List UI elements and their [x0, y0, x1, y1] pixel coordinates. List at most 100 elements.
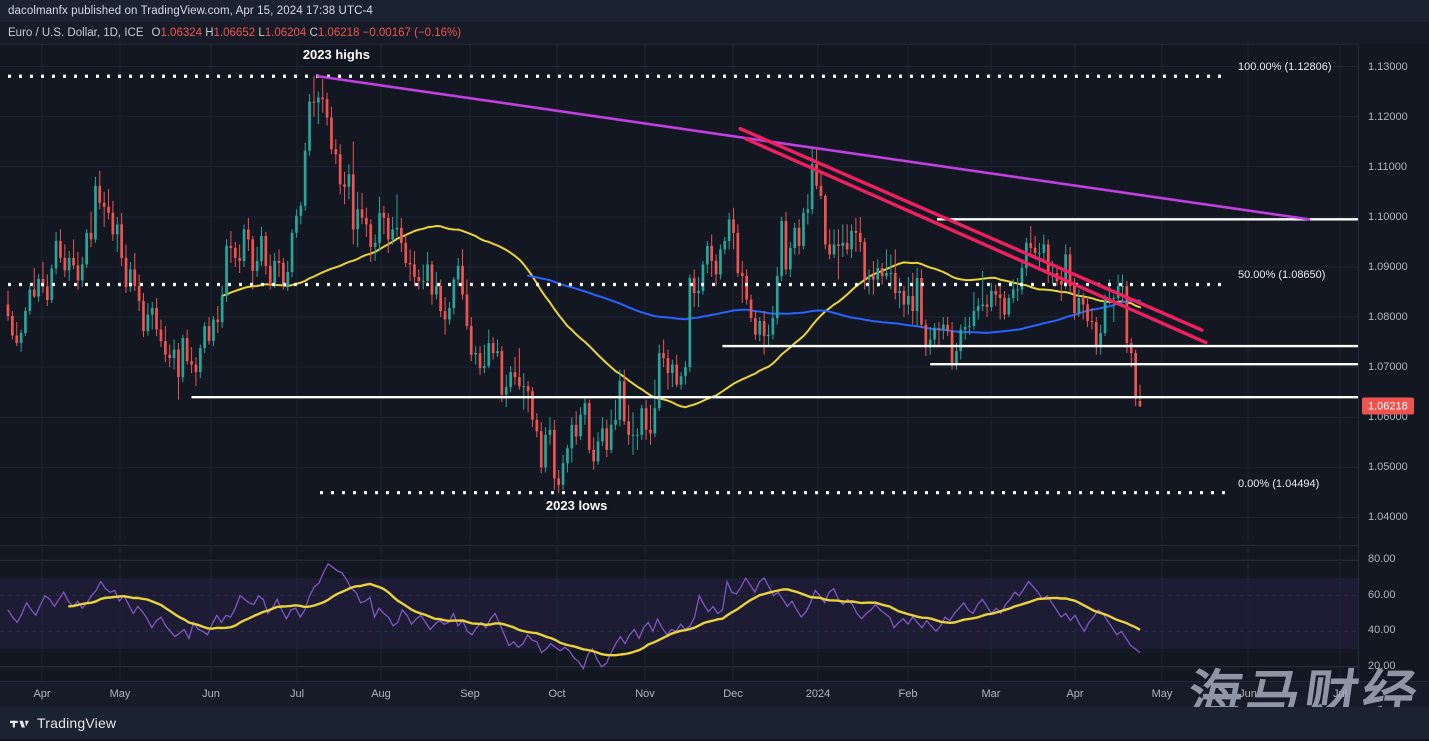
- candle-body: [745, 276, 748, 300]
- candle-body: [435, 286, 438, 295]
- annotation-2023-highs: 2023 highs: [302, 47, 371, 63]
- candle-body: [684, 367, 687, 377]
- candle-body: [933, 328, 936, 340]
- footer-bar: TradingView: [0, 707, 1429, 739]
- candle-body: [828, 244, 831, 255]
- candle-body: [1112, 298, 1116, 299]
- price-tick: 1.07000: [1368, 361, 1408, 374]
- low-label: L: [258, 27, 265, 39]
- time-tick: Jun: [202, 688, 220, 700]
- candle-body: [880, 268, 884, 276]
- candle-body: [889, 273, 893, 274]
- candle-body: [570, 424, 574, 449]
- candle-body: [990, 291, 993, 307]
- candle-body: [1029, 242, 1033, 248]
- price-tick: 1.08000: [1368, 311, 1408, 324]
- time-axis[interactable]: Apr May Jun Jul Aug Sep Oct Nov Dec 2024 Feb Mar Apr…: [0, 681, 1429, 708]
- candle-body: [854, 230, 858, 233]
- candle-body: [679, 376, 683, 385]
- candle-body: [531, 391, 534, 420]
- candle-body: [491, 343, 495, 354]
- candle-body: [452, 279, 456, 309]
- rsi-pane[interactable]: [0, 545, 1358, 681]
- time-tick: May: [1151, 688, 1173, 700]
- candle-body: [334, 149, 338, 155]
- candle-body: [474, 353, 477, 355]
- candle-body: [268, 265, 272, 285]
- candle-body: [225, 245, 228, 296]
- candle-body: [937, 328, 941, 330]
- candle-body: [697, 291, 700, 293]
- candle-body: [308, 101, 311, 151]
- rsi-line: [7, 562, 1141, 671]
- candle-body: [426, 264, 429, 281]
- candle-body: [67, 257, 71, 271]
- candle-body: [592, 449, 595, 462]
- candle-body: [6, 304, 10, 316]
- candle-body: [181, 338, 185, 378]
- price-chart-pane[interactable]: [0, 44, 1358, 540]
- open-label: O: [151, 27, 161, 39]
- candle-body: [1138, 401, 1142, 407]
- candle-body: [780, 220, 783, 276]
- candle-body: [806, 209, 810, 213]
- candle-body: [1129, 343, 1133, 354]
- candle-body: [601, 428, 604, 442]
- candle-body: [561, 463, 565, 485]
- candle-body: [535, 419, 539, 432]
- candle-body: [544, 434, 547, 468]
- candle-body: [247, 229, 250, 240]
- candle-body: [483, 366, 486, 369]
- candle-body: [212, 319, 215, 342]
- candle-body: [242, 229, 246, 261]
- candle-body: [671, 364, 674, 374]
- candle-body: [373, 242, 377, 247]
- time-tick: Dec: [723, 688, 743, 700]
- candle-body: [819, 185, 823, 196]
- candle-body: [920, 278, 923, 325]
- candle-body: [15, 335, 19, 344]
- candle-body: [54, 240, 58, 269]
- candle-body: [260, 235, 263, 261]
- tradingview-logo[interactable]: TradingView: [0, 715, 116, 731]
- candle-body: [63, 257, 67, 271]
- candle-body: [1046, 244, 1050, 273]
- candle-body: [199, 348, 202, 373]
- candle-body: [754, 318, 757, 335]
- candle-body: [749, 299, 753, 318]
- candle-body: [11, 316, 14, 336]
- price-tick: 1.04000: [1368, 511, 1408, 524]
- candle-body: [98, 185, 102, 203]
- open-value: 1.06324: [160, 27, 203, 39]
- symbol-label[interactable]: Euro / U.S. Dollar, 1D, ICE: [8, 27, 144, 39]
- candle-body: [404, 242, 408, 263]
- time-tick: Oct: [548, 688, 566, 700]
- candle-body: [159, 329, 163, 342]
- candle-body: [640, 408, 644, 435]
- candle-body: [220, 296, 224, 323]
- candle-body: [850, 230, 853, 250]
- candle-body: [439, 286, 442, 312]
- time-tick: Sep: [460, 688, 480, 700]
- candle-body: [1038, 252, 1041, 254]
- candle-body: [72, 257, 75, 266]
- candle-body: [832, 244, 836, 255]
- annotation-2023-lows: 2023 lows: [545, 497, 608, 513]
- candle-body: [1033, 247, 1037, 253]
- price-axis[interactable]: 1.13000 1.12000 1.11000 1.10000 1.09000 1.080…: [1358, 44, 1429, 680]
- candle-body: [775, 276, 779, 319]
- price-tick: 1.05000: [1368, 461, 1408, 474]
- candle-body: [465, 294, 469, 327]
- candle-body: [609, 424, 613, 450]
- candle-body: [1099, 333, 1102, 347]
- candle-body: [653, 408, 657, 434]
- candle-body: [845, 242, 849, 250]
- candle-body: [443, 311, 447, 320]
- candle-body: [496, 351, 499, 354]
- candle-body: [789, 247, 792, 270]
- candle-body: [946, 324, 949, 332]
- candle-body: [740, 273, 744, 276]
- candle-body: [351, 174, 355, 230]
- candle-body: [111, 212, 115, 235]
- tradingview-logo-icon: [10, 720, 29, 728]
